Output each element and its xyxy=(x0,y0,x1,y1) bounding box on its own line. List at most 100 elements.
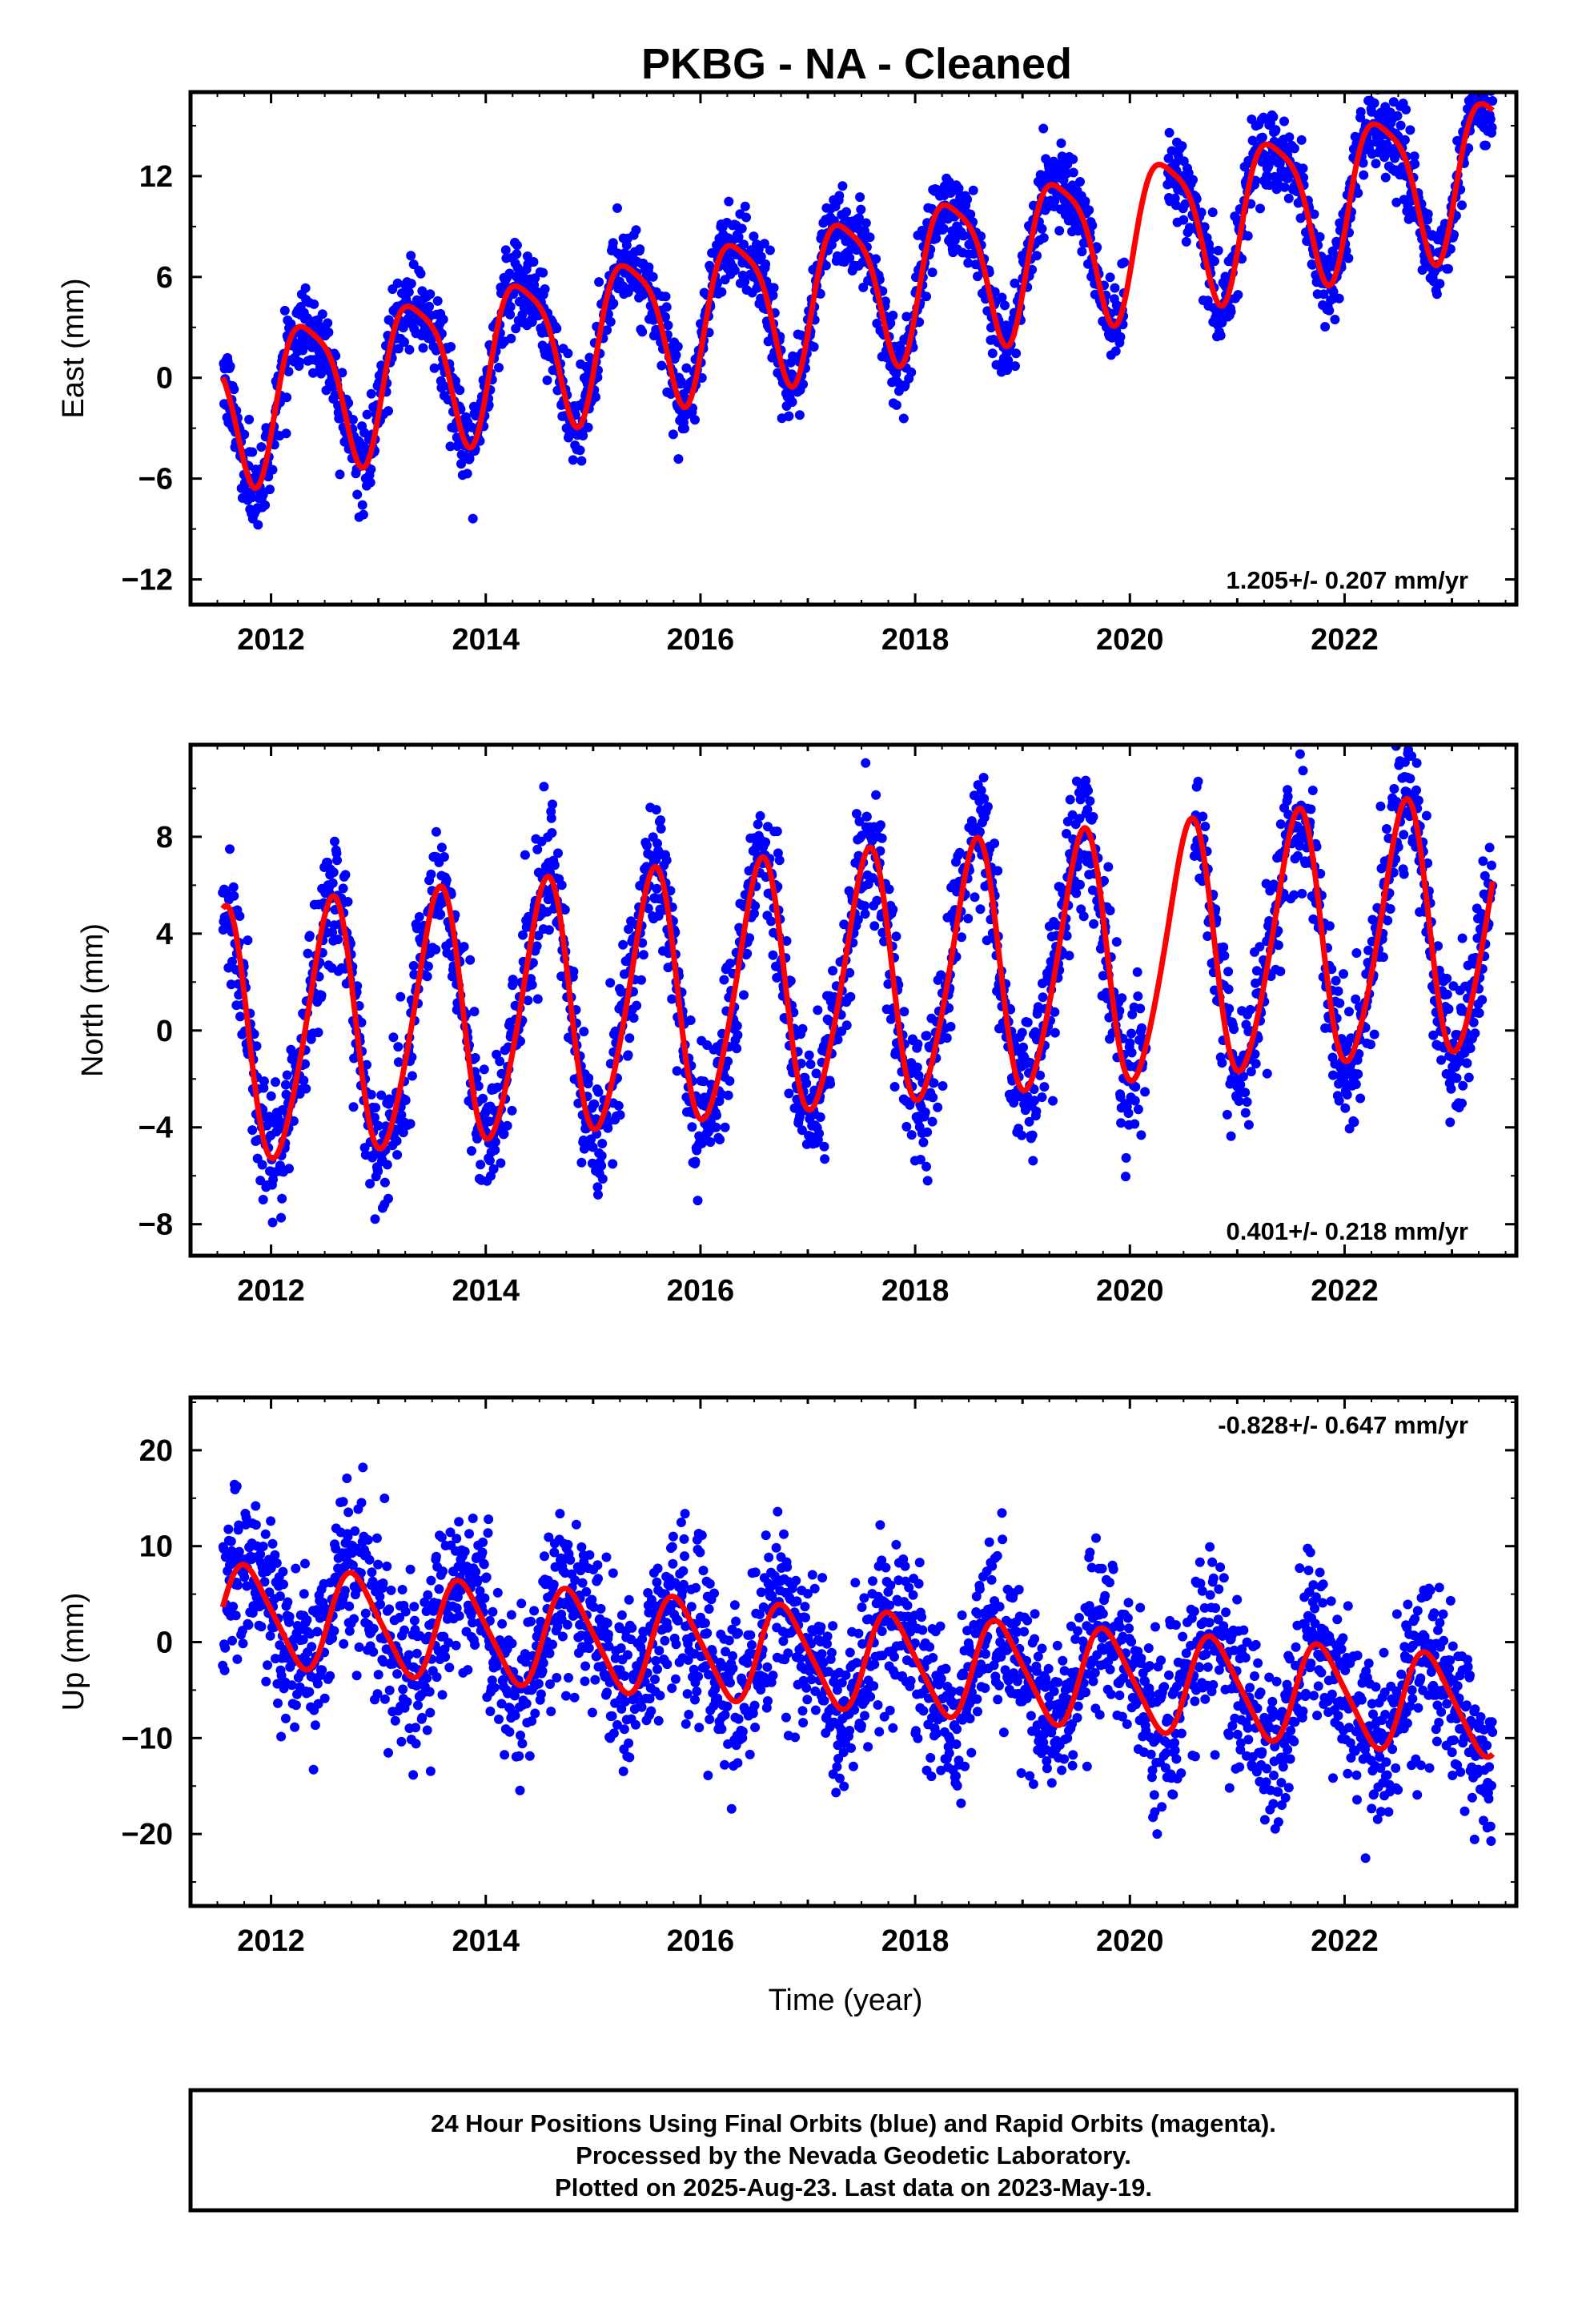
data-point xyxy=(235,911,245,921)
data-point xyxy=(373,1120,383,1131)
data-point xyxy=(472,1133,482,1144)
data-point xyxy=(596,1160,607,1171)
data-point xyxy=(425,289,436,300)
data-point xyxy=(987,348,998,359)
data-point xyxy=(891,931,901,942)
data-point xyxy=(1191,194,1202,204)
data-point xyxy=(470,1053,480,1063)
data-point xyxy=(532,844,543,854)
data-point xyxy=(1369,1029,1379,1039)
data-point xyxy=(1413,795,1423,806)
data-point xyxy=(244,414,255,424)
data-point xyxy=(1392,111,1403,121)
data-point xyxy=(612,203,622,213)
data-point xyxy=(338,883,348,894)
data-point xyxy=(1196,207,1207,218)
data-point xyxy=(753,819,763,830)
data-point xyxy=(441,875,452,885)
x-tick-label: 2020 xyxy=(1096,623,1164,657)
data-point xyxy=(279,305,290,316)
data-point xyxy=(1233,290,1243,300)
data-point xyxy=(1273,940,1283,951)
data-point xyxy=(933,1102,943,1112)
data-point xyxy=(1452,1073,1462,1084)
data-point xyxy=(651,805,661,815)
data-point xyxy=(661,855,672,866)
data-point xyxy=(391,1136,402,1146)
data-point xyxy=(963,258,974,268)
data-point xyxy=(371,1103,381,1113)
data-point xyxy=(1369,98,1379,108)
data-point xyxy=(591,392,600,402)
data-point xyxy=(898,413,909,424)
data-point xyxy=(549,860,560,870)
data-point xyxy=(467,1146,476,1156)
y-tick-label: −6 xyxy=(139,463,173,497)
data-point xyxy=(637,327,648,337)
data-point xyxy=(901,1121,912,1132)
data-point xyxy=(1435,279,1445,289)
data-point xyxy=(333,935,343,945)
data-point xyxy=(1462,1058,1472,1068)
data-point xyxy=(663,320,673,331)
data-point xyxy=(365,1179,375,1189)
data-point xyxy=(436,842,447,853)
data-point xyxy=(1039,1082,1050,1092)
data-point xyxy=(673,454,684,464)
data-point xyxy=(787,397,797,407)
data-point xyxy=(1242,1097,1252,1107)
data-point xyxy=(400,1096,411,1105)
data-point xyxy=(468,513,478,524)
data-point xyxy=(1223,967,1234,977)
data-point xyxy=(1092,242,1102,252)
data-point xyxy=(693,1196,703,1206)
data-point xyxy=(938,1081,948,1091)
data-point xyxy=(439,380,449,391)
data-point xyxy=(1411,758,1422,768)
data-point xyxy=(1366,1039,1375,1050)
data-point xyxy=(1330,315,1340,324)
data-point xyxy=(1133,1104,1143,1115)
data-point xyxy=(366,464,376,475)
data-point xyxy=(288,1116,299,1126)
data-point xyxy=(431,944,441,955)
data-point xyxy=(946,1022,956,1031)
data-point xyxy=(711,1122,721,1132)
data-point xyxy=(1198,811,1208,822)
data-point xyxy=(446,342,456,352)
data-point xyxy=(422,971,432,982)
data-point xyxy=(568,455,578,465)
data-point xyxy=(1353,188,1363,199)
data-point xyxy=(602,325,612,336)
data-point xyxy=(642,840,652,850)
data-point xyxy=(300,1059,310,1069)
data-point xyxy=(317,309,327,320)
data-point xyxy=(1133,991,1143,1001)
data-point xyxy=(861,218,871,228)
data-point xyxy=(1193,776,1203,786)
data-point xyxy=(1375,801,1386,811)
data-point xyxy=(357,500,367,510)
data-point xyxy=(1289,890,1299,900)
data-point xyxy=(1307,259,1318,270)
data-point xyxy=(516,1036,525,1047)
data-point xyxy=(942,1033,952,1043)
data-point xyxy=(1449,230,1459,239)
data-point xyxy=(1170,158,1181,168)
data-point xyxy=(1279,182,1290,192)
data-point xyxy=(1399,869,1409,879)
data-point xyxy=(921,1031,932,1041)
data-point xyxy=(540,284,550,294)
data-point xyxy=(228,882,239,892)
data-point xyxy=(804,1050,814,1060)
data-point xyxy=(920,1108,930,1117)
data-point xyxy=(976,786,986,795)
data-point xyxy=(527,979,537,990)
data-point xyxy=(1181,236,1191,247)
data-point xyxy=(464,453,475,464)
data-point xyxy=(855,192,865,203)
data-point xyxy=(323,318,333,328)
data-point xyxy=(608,298,619,308)
